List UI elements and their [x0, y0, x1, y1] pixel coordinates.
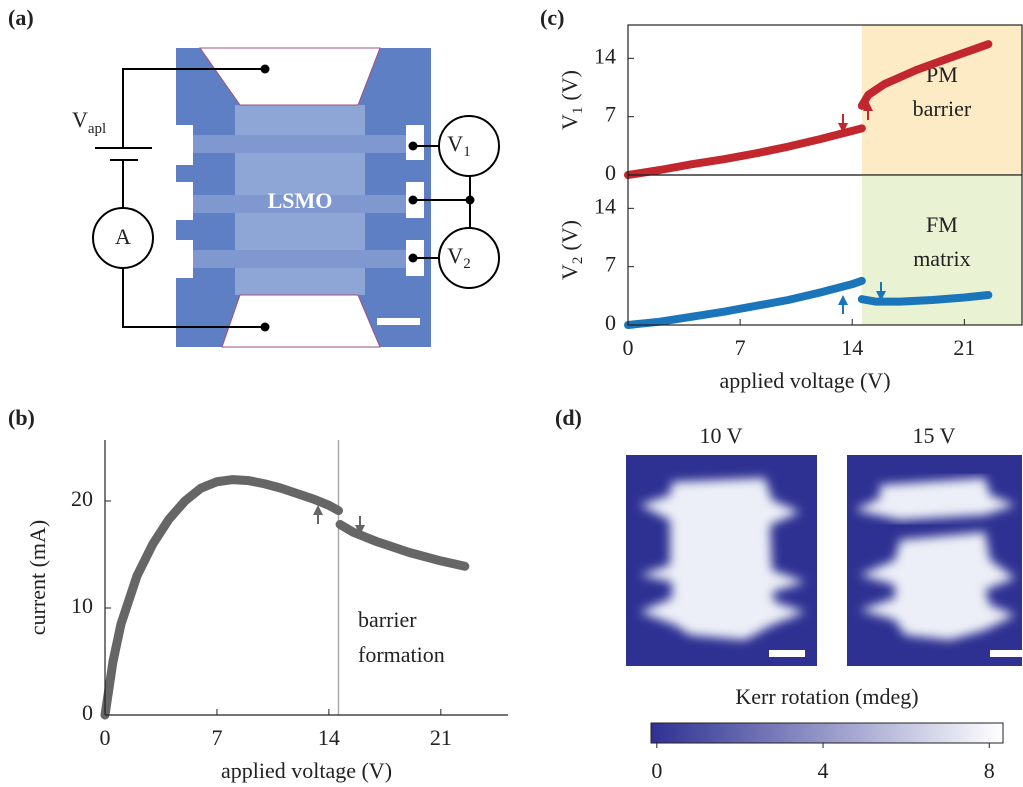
kerr-image	[626, 455, 817, 666]
y-tick-label: 20	[71, 486, 93, 511]
label-sub: apl	[88, 121, 106, 137]
y-axis-label-part: V	[557, 114, 582, 130]
region-label: FM	[926, 212, 958, 237]
label-sub: 2	[463, 256, 471, 272]
x-tick-label: 7	[735, 335, 746, 360]
y-axis-label-part: (V)	[557, 70, 582, 101]
colorbar-tick-label: 8	[984, 758, 995, 783]
x-tick-label: 0	[623, 335, 634, 360]
y-axis-label-part: 1	[570, 107, 586, 115]
kerr-image	[847, 455, 1022, 666]
y-axis-label-part: 2	[570, 257, 586, 265]
voltmeter-label: V1	[447, 131, 470, 160]
label-main: V	[447, 243, 463, 268]
panel-label: (a)	[8, 5, 34, 30]
label-main: V	[447, 131, 463, 156]
colorbar-tick-label: 0	[651, 758, 662, 783]
x-axis-label: applied voltage (V)	[221, 758, 392, 783]
x-axis-label: applied voltage (V)	[719, 368, 890, 393]
annotation: formation	[358, 642, 445, 667]
x-tick-label: 0	[100, 725, 111, 750]
region-label: barrier	[913, 96, 972, 121]
x-tick-label: 21	[953, 335, 975, 360]
y-tick-label: 10	[71, 593, 93, 618]
x-tick-label: 14	[318, 725, 340, 750]
y-tick-label: 0	[605, 160, 616, 185]
y-tick-label: 14	[594, 193, 616, 218]
y-axis-label: V2 (V)	[557, 220, 586, 280]
colorbar	[651, 723, 1003, 743]
y-tick-label: 0	[82, 700, 93, 725]
y-axis-label: V1 (V)	[557, 70, 586, 130]
image-title: 15 V	[913, 423, 956, 448]
y-tick-label: 7	[605, 252, 616, 277]
y-axis-label: current (mA)	[25, 520, 50, 635]
label-sub: 1	[463, 144, 471, 160]
figure: (a) (b) (c) (d) Vapl A V1	[0, 0, 1023, 787]
voltmeter-label: V2	[447, 243, 470, 272]
region-label: matrix	[913, 246, 970, 271]
annotation: barrier	[358, 607, 417, 632]
colorbar-tick-label: 4	[818, 758, 829, 783]
colorbar-title: Kerr rotation (mdeg)	[735, 684, 918, 709]
x-tick-label: 21	[430, 725, 452, 750]
y-axis-label-part: current (mA)	[25, 520, 50, 635]
y-tick-label: 0	[605, 310, 616, 335]
panel-label: (d)	[555, 405, 582, 430]
x-tick-label: 14	[841, 335, 863, 360]
y-tick-label: 14	[594, 43, 616, 68]
panel-label: (c)	[540, 5, 564, 30]
image-title: 10 V	[700, 423, 743, 448]
ammeter-label: A	[115, 224, 131, 249]
y-axis-label-part: V	[557, 264, 582, 280]
y-tick-label: 7	[605, 102, 616, 127]
y-axis-label-part: (V)	[557, 220, 582, 251]
x-tick-label: 7	[211, 725, 222, 750]
panel-label: (b)	[8, 405, 35, 430]
data-line	[105, 480, 465, 715]
sample-label: LSMO	[268, 188, 333, 213]
battery-label: Vapl	[72, 107, 106, 137]
label-main: V	[72, 107, 88, 132]
